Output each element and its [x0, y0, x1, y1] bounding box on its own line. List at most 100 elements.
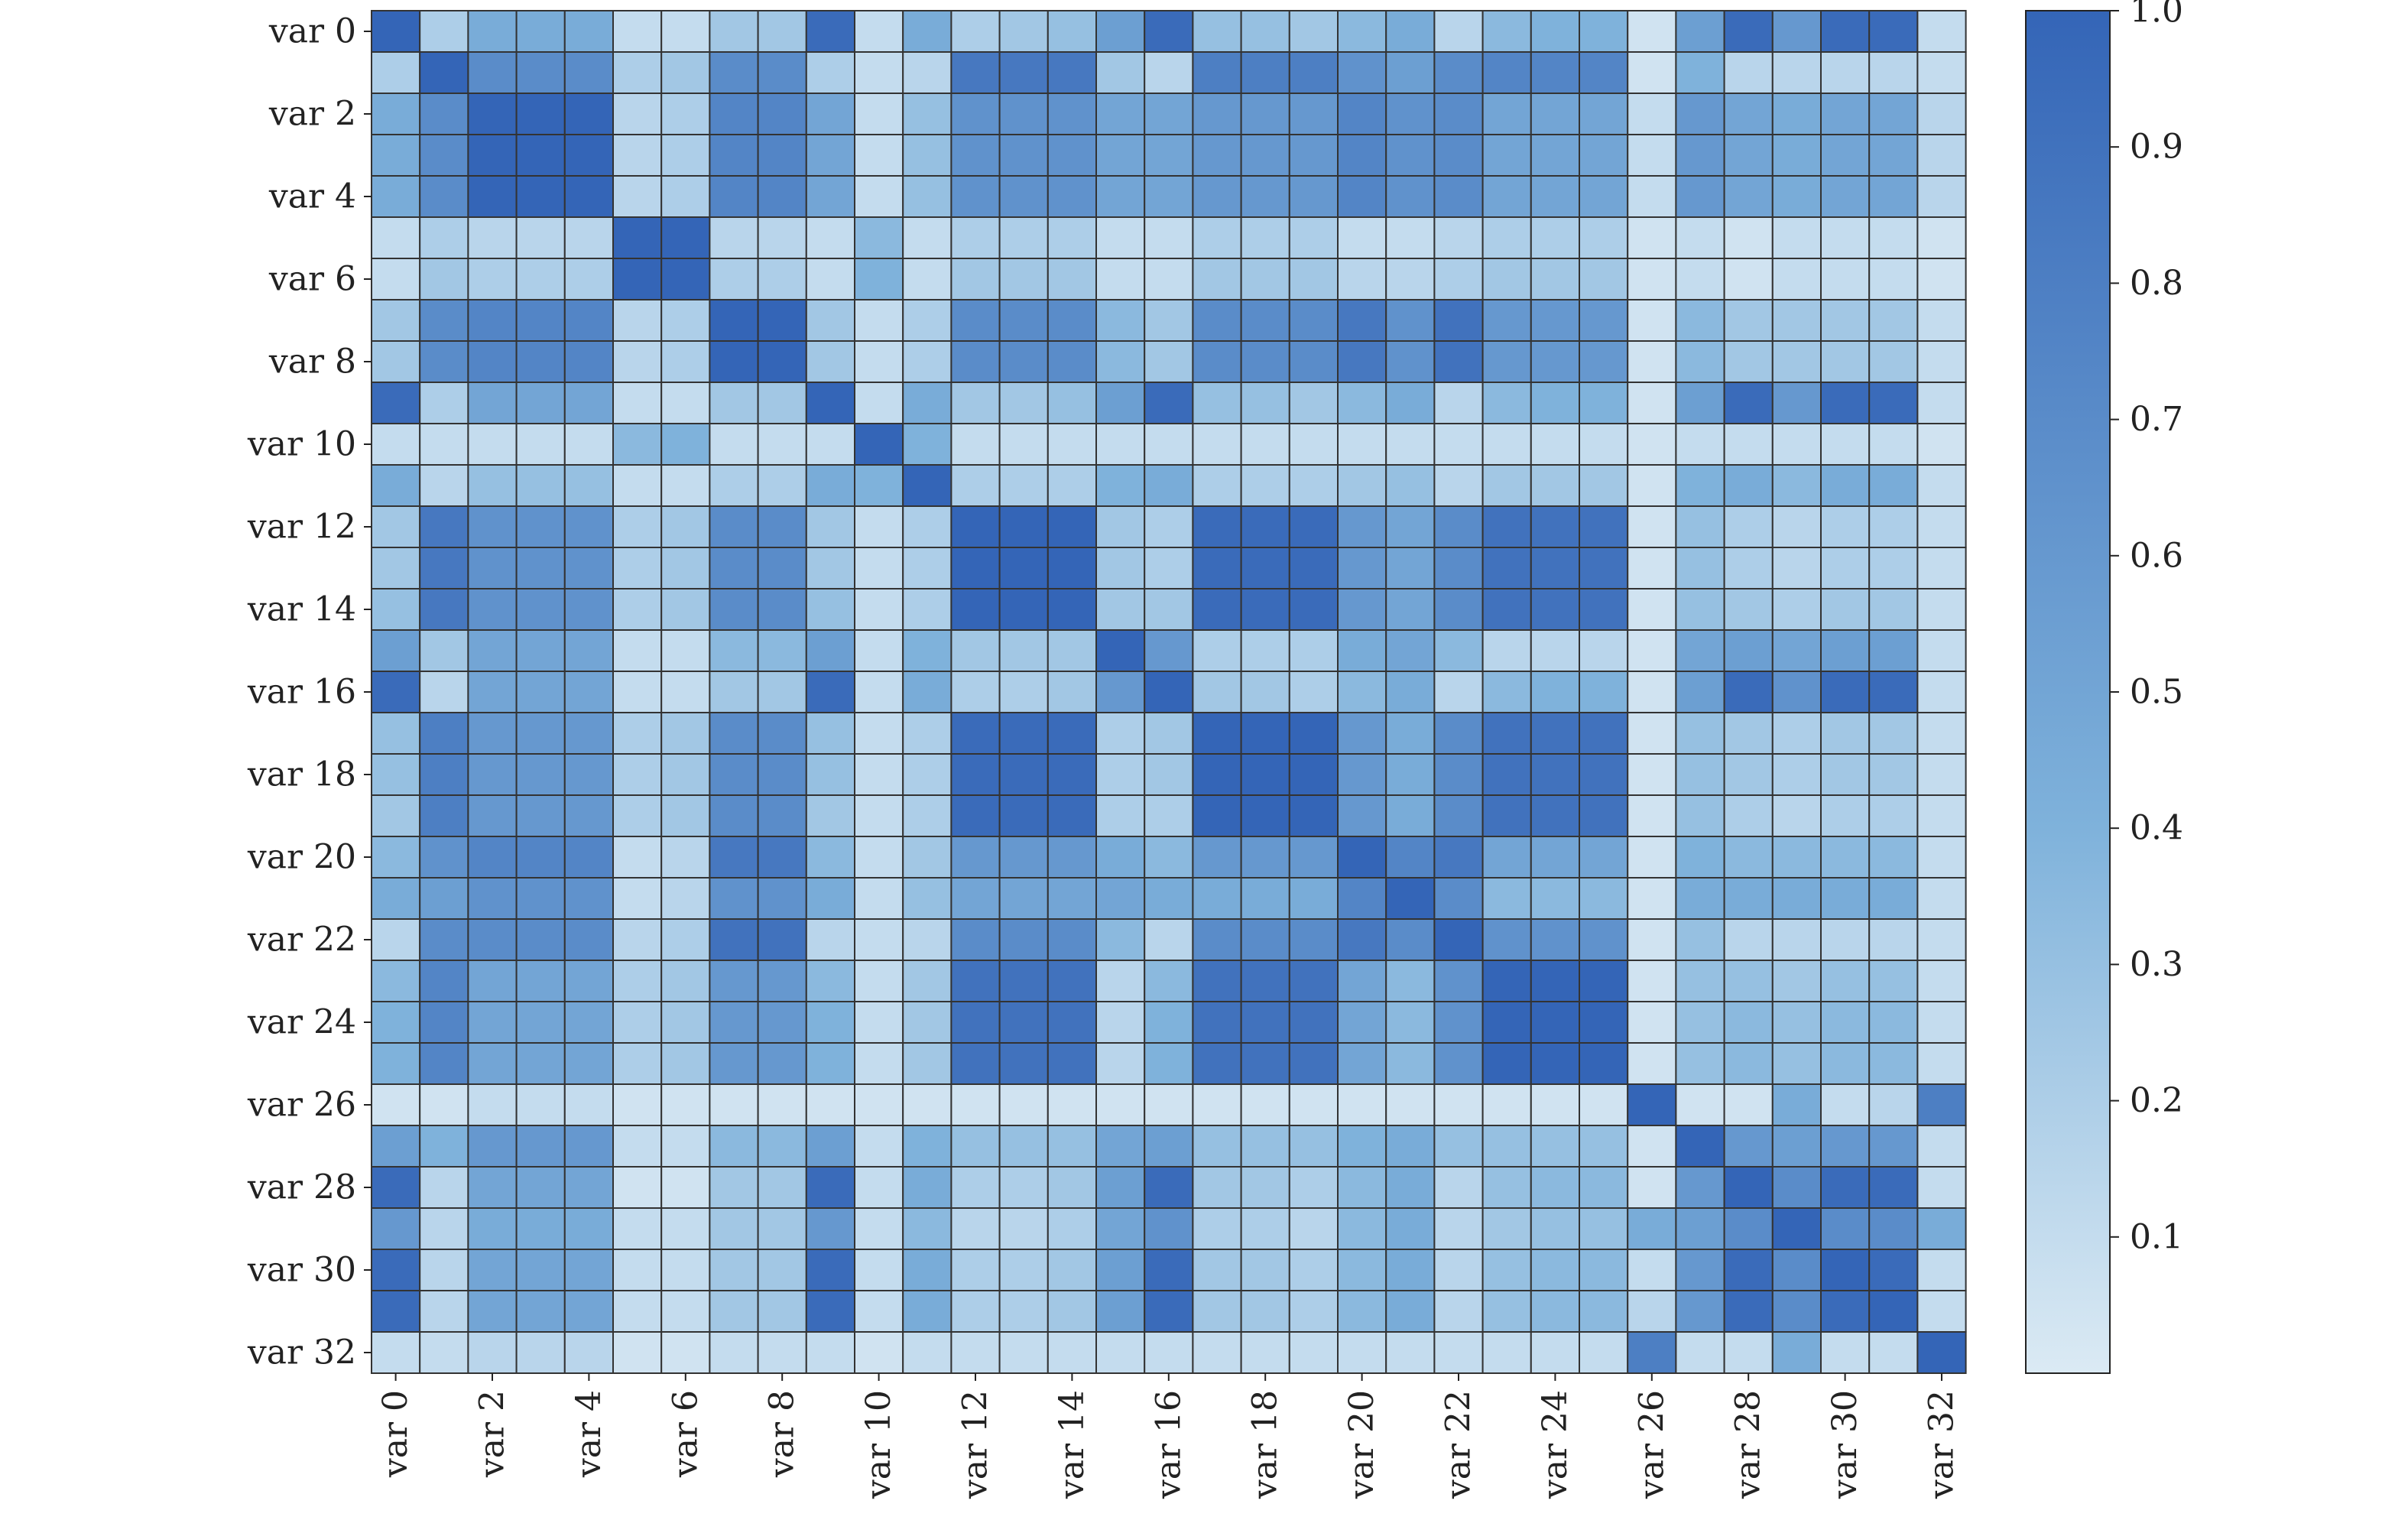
- heatmap-cell-15-18: [1240, 629, 1290, 672]
- heatmap-cell-12-13: [998, 505, 1049, 548]
- heatmap-cell-3-13: [998, 134, 1049, 177]
- heatmap-cell-24-24: [1530, 1001, 1581, 1044]
- heatmap-cell-32-19: [1288, 1331, 1339, 1374]
- heatmap-cell-26-14: [1047, 1083, 1098, 1126]
- heatmap-cell-6-2: [467, 258, 518, 300]
- heatmap-cell-4-30: [1820, 175, 1871, 218]
- heatmap-cell-17-10: [854, 712, 904, 755]
- heatmap-cell-12-26: [1627, 505, 1677, 548]
- heatmap-cell-20-1: [419, 836, 469, 879]
- heatmap-cell-10-16: [1144, 423, 1194, 466]
- heatmap-cell-30-14: [1047, 1249, 1098, 1291]
- heatmap-cell-0-27: [1675, 10, 1725, 53]
- heatmap-cell-25-4: [563, 1042, 614, 1085]
- heatmap-cell-5-15: [1095, 216, 1146, 259]
- heatmap-cell-9-23: [1481, 382, 1532, 424]
- heatmap-cell-26-25: [1579, 1083, 1629, 1126]
- heatmap-cell-25-19: [1288, 1042, 1339, 1085]
- x-axis-tick-label: var 14: [1053, 1390, 1092, 1499]
- heatmap-cell-0-24: [1530, 10, 1581, 53]
- heatmap-cell-30-32: [1916, 1249, 1967, 1291]
- heatmap-cell-18-8: [757, 753, 807, 796]
- heatmap-cell-14-1: [419, 588, 469, 631]
- heatmap-cell-10-0: [371, 423, 421, 466]
- heatmap-cell-12-19: [1288, 505, 1339, 548]
- heatmap-cell-18-18: [1240, 753, 1290, 796]
- heatmap-cell-19-20: [1337, 794, 1387, 837]
- heatmap-cell-12-18: [1240, 505, 1290, 548]
- heatmap-cell-15-26: [1627, 629, 1677, 672]
- heatmap-cell-20-24: [1530, 836, 1581, 879]
- heatmap-cell-28-0: [371, 1166, 421, 1209]
- heatmap-cell-13-26: [1627, 547, 1677, 589]
- heatmap-cell-11-12: [950, 464, 1001, 507]
- colorbar-tick-label: 0.4: [2130, 809, 2183, 848]
- heatmap-cell-17-31: [1868, 712, 1919, 755]
- heatmap-cell-17-6: [660, 712, 711, 755]
- heatmap-cell-0-29: [1771, 10, 1822, 53]
- heatmap-cell-9-28: [1723, 382, 1774, 424]
- heatmap-cell-31-25: [1579, 1290, 1629, 1333]
- heatmap-cell-18-26: [1627, 753, 1677, 796]
- heatmap-cell-6-24: [1530, 258, 1581, 300]
- heatmap-cell-16-24: [1530, 671, 1581, 713]
- y-axis-tick-label: var 30: [247, 1251, 356, 1290]
- colorbar-tick-label: 0.8: [2130, 264, 2183, 303]
- colorbar-tick-label: 0.5: [2130, 673, 2183, 712]
- heatmap-cell-31-31: [1868, 1290, 1919, 1333]
- heatmap-cell-16-22: [1433, 671, 1484, 713]
- heatmap-cell-9-11: [902, 382, 952, 424]
- heatmap-cell-8-10: [854, 340, 904, 383]
- heatmap-cell-13-7: [709, 547, 759, 589]
- heatmap-cell-24-19: [1288, 1001, 1339, 1044]
- heatmap-cell-22-18: [1240, 918, 1290, 961]
- heatmap-cell-24-8: [757, 1001, 807, 1044]
- heatmap-cell-27-9: [805, 1125, 856, 1168]
- heatmap-cell-0-0: [371, 10, 421, 53]
- heatmap-cell-5-20: [1337, 216, 1387, 259]
- heatmap-cell-24-15: [1095, 1001, 1146, 1044]
- heatmap-cell-8-29: [1771, 340, 1822, 383]
- heatmap-cell-9-13: [998, 382, 1049, 424]
- heatmap-cell-1-18: [1240, 51, 1290, 94]
- heatmap-cell-16-28: [1723, 671, 1774, 713]
- heatmap-cell-30-7: [709, 1249, 759, 1291]
- heatmap-cell-3-9: [805, 134, 856, 177]
- heatmap-cell-7-32: [1916, 299, 1967, 342]
- y-axis-tick-labels: var 0 var 2 var 4 var 6 var 8 var 10 var 12 var…: [247, 12, 372, 1372]
- heatmap-cell-7-12: [950, 299, 1001, 342]
- heatmap-cell-16-3: [515, 671, 566, 713]
- heatmap-cell-26-0: [371, 1083, 421, 1126]
- x-axis-tick-label: var 26: [1632, 1390, 1671, 1499]
- heatmap-cell-11-26: [1627, 464, 1677, 507]
- y-axis-tick-label: var 10: [247, 425, 356, 464]
- heatmap-cell-23-11: [902, 960, 952, 1002]
- heatmap-cell-4-18: [1240, 175, 1290, 218]
- heatmap-cell-2-6: [660, 93, 711, 135]
- heatmap-cell-18-2: [467, 753, 518, 796]
- heatmap-cell-22-8: [757, 918, 807, 961]
- heatmap-cell-10-8: [757, 423, 807, 466]
- heatmap-cell-7-15: [1095, 299, 1146, 342]
- heatmap-cell-20-26: [1627, 836, 1677, 879]
- heatmap-cell-16-9: [805, 671, 856, 713]
- heatmap-cell-14-14: [1047, 588, 1098, 631]
- heatmap-cell-11-2: [467, 464, 518, 507]
- heatmap-cell-7-31: [1868, 299, 1919, 342]
- heatmap-cell-25-8: [757, 1042, 807, 1085]
- heatmap-cell-15-14: [1047, 629, 1098, 672]
- heatmap-cell-28-24: [1530, 1166, 1581, 1209]
- heatmap-cell-12-15: [1095, 505, 1146, 548]
- heatmap-cell-9-18: [1240, 382, 1290, 424]
- heatmap-cell-20-27: [1675, 836, 1725, 879]
- heatmap-cell-23-9: [805, 960, 856, 1002]
- heatmap-cell-20-6: [660, 836, 711, 879]
- heatmap-cell-9-26: [1627, 382, 1677, 424]
- heatmap-cell-3-0: [371, 134, 421, 177]
- heatmap-cell-5-26: [1627, 216, 1677, 259]
- heatmap-cell-17-0: [371, 712, 421, 755]
- heatmap-cell-30-20: [1337, 1249, 1387, 1291]
- heatmap-cell-30-15: [1095, 1249, 1146, 1291]
- heatmap-cell-5-25: [1579, 216, 1629, 259]
- heatmap-cell-29-23: [1481, 1207, 1532, 1250]
